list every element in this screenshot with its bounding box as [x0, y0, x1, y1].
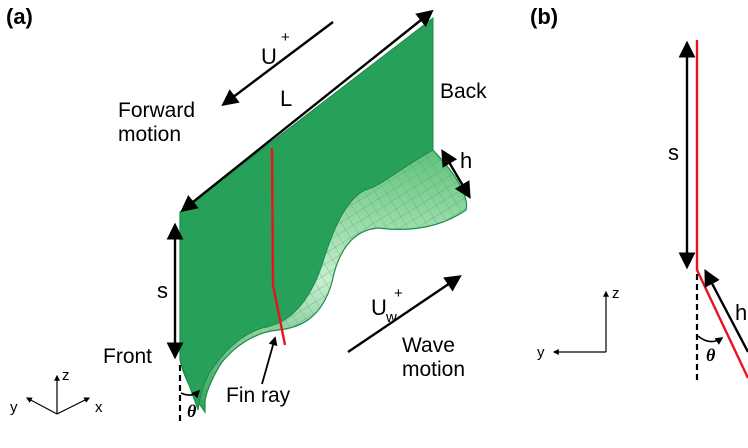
length-L-label: L: [280, 86, 292, 111]
theta-label-a: θ: [187, 401, 197, 421]
axes-triad-a: [25, 374, 91, 415]
height-h-label: h: [460, 148, 472, 173]
uw-superscript: +: [394, 285, 403, 302]
theta-angle-arc: [180, 389, 201, 399]
axes-diad-b: [552, 290, 609, 355]
axis-y-label-b: y: [537, 344, 545, 361]
uw-subscript: w: [385, 309, 397, 326]
axis-z-label-b: z: [612, 285, 620, 302]
span-s-label: s: [157, 278, 168, 303]
panel-b-label: (b): [530, 4, 558, 29]
u-plus-sup: +: [281, 29, 290, 46]
span-s-label-b: s: [668, 140, 679, 165]
height-h-arrow: [441, 149, 471, 199]
wave-velocity-arrow: [347, 275, 462, 353]
wave-motion-line1: Wave: [402, 334, 455, 357]
uw-plus-label: U: [371, 295, 387, 320]
axis-x-label-a: x: [95, 399, 103, 416]
panel-a-label: (a): [6, 4, 33, 29]
forward-velocity-arrow: [221, 21, 334, 107]
forward-motion-line2: motion: [118, 123, 181, 146]
wave-motion-line2: motion: [402, 358, 465, 381]
height-h-arrow-b: [704, 269, 748, 353]
fin-ray-label: Fin ray: [226, 384, 291, 407]
back-label: Back: [440, 80, 487, 103]
height-h-label-b: h: [735, 300, 747, 325]
fin-ray-pointer: [261, 336, 278, 385]
forward-motion-line1: Forward: [118, 99, 195, 122]
theta-label-b: θ: [706, 345, 716, 365]
theta-angle-arc-b: [697, 335, 724, 345]
axis-y-label-a: y: [10, 399, 18, 416]
axis-z-label-a: z: [62, 367, 70, 384]
fin-profile-b: [695, 40, 748, 379]
u-plus-label: U: [261, 44, 277, 69]
length-L-arrow: [180, 9, 434, 213]
front-label: Front: [103, 345, 152, 368]
